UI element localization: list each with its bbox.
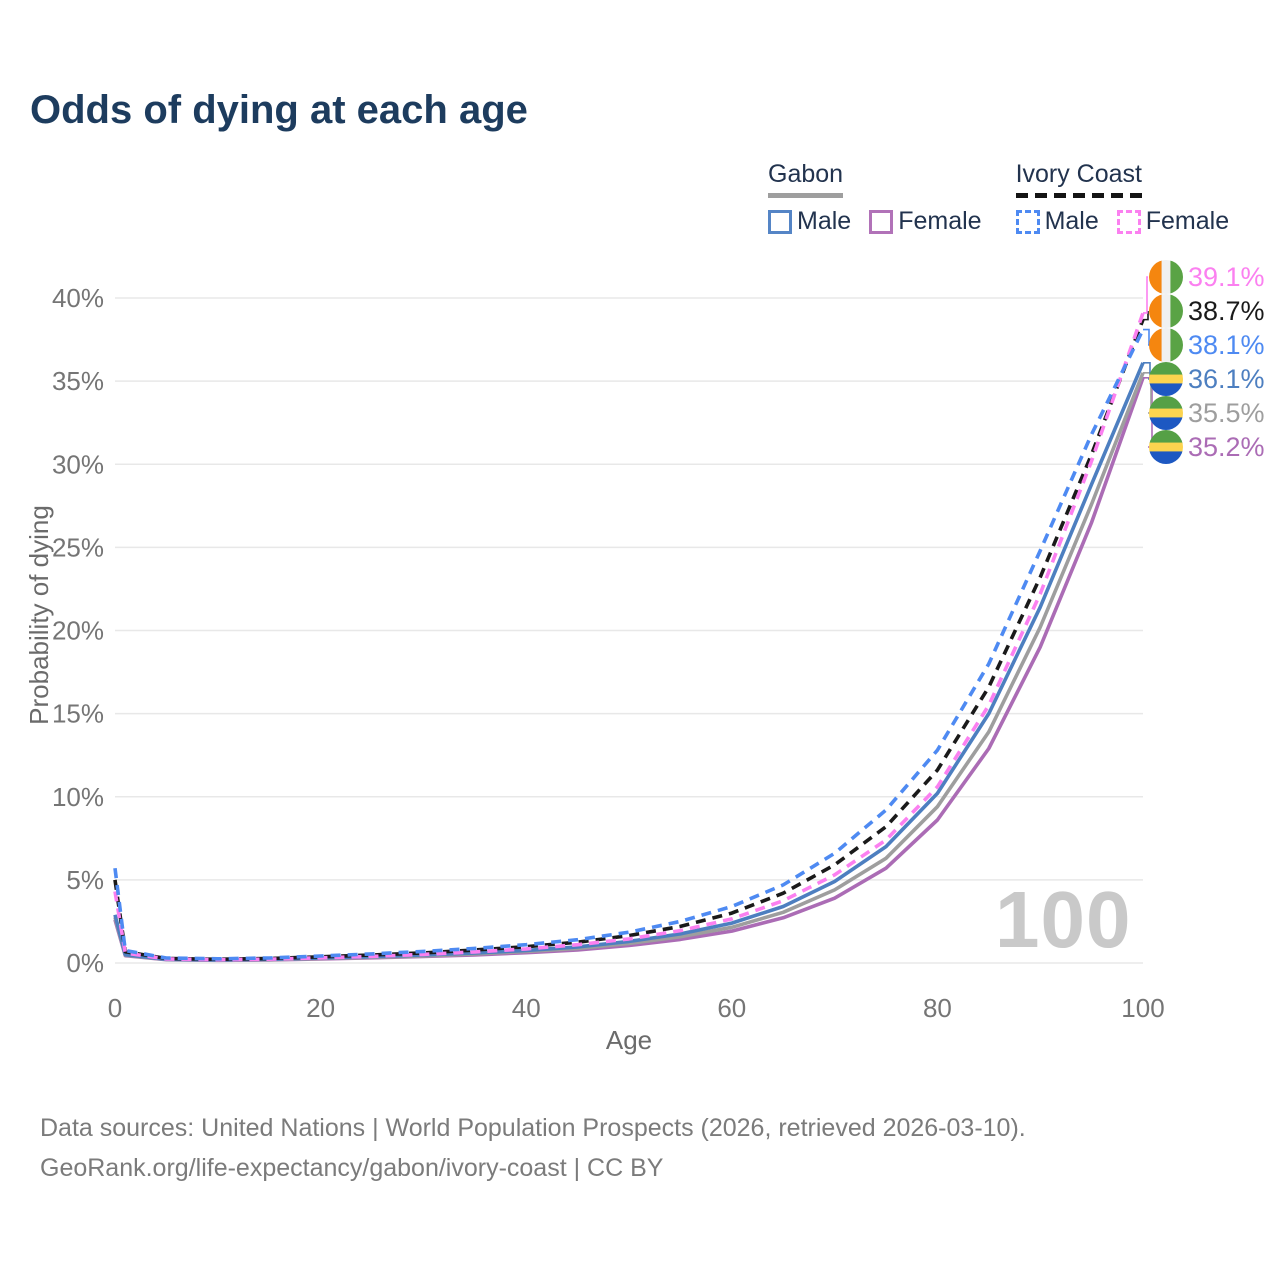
legend-swatch-ivory-coast-female	[1116, 209, 1141, 234]
y-tick-15pct: 15%	[52, 699, 104, 729]
series-line-ivory-coast-female[interactable]	[113, 312, 1145, 962]
legend: Gabon Male Female Ivory Coast Male Female	[768, 160, 1229, 236]
flag-stripe	[1149, 442, 1183, 453]
series-line-ivory-coast-both[interactable]	[113, 318, 1145, 962]
end-value-label-gabon-female: 35.2%	[1188, 432, 1265, 462]
legend-swatch-gabon-male	[768, 209, 792, 234]
end-label-connector-2	[1143, 328, 1150, 346]
flag-stripe	[1149, 396, 1183, 410]
flag-stripe	[1170, 260, 1183, 294]
flag-stripe	[1161, 328, 1172, 362]
legend-swatch-ivory-coast-male	[1015, 209, 1040, 234]
legend-linestyle-sample-ivory-coast	[1015, 193, 1142, 198]
flag-icon-ivory-coast	[1149, 328, 1183, 362]
y-tick-35pct: 35%	[52, 366, 104, 396]
legend-linestyle-sample-gabon	[768, 193, 844, 198]
end-label-connector-3	[1143, 362, 1151, 380]
flag-stripe	[1149, 417, 1183, 430]
hovered-age-watermark: 100	[995, 875, 1132, 964]
flag-icon-ivory-coast	[1149, 294, 1183, 328]
end-value-label-ivory-coast-male: 38.1%	[1188, 330, 1265, 360]
y-tick-25pct: 25%	[52, 532, 104, 562]
series-line-gabon-female[interactable]	[113, 377, 1145, 963]
end-value-label-ivory-coast-female: 39.1%	[1188, 262, 1265, 292]
y-tick-5pct: 5%	[66, 865, 104, 895]
flag-stripe	[1149, 362, 1183, 376]
y-tick-10pct: 10%	[52, 782, 104, 812]
legend-item-gabon-male[interactable]: Male	[768, 207, 851, 236]
flag-stripe	[1161, 260, 1172, 294]
footer: Data sources: United Nations | World Pop…	[40, 1108, 1026, 1188]
flag-stripe	[1149, 451, 1183, 464]
legend-country-ivory-coast: Ivory Coast	[1015, 160, 1142, 198]
x-tick-100: 100	[1121, 993, 1164, 1023]
flag-icon-gabon	[1149, 362, 1183, 396]
legend-label: Female	[898, 207, 982, 235]
x-tick-60: 60	[717, 993, 746, 1023]
legend-label: Male	[797, 207, 852, 235]
end-value-label-gabon-male: 36.1%	[1188, 364, 1265, 394]
legend-group-gabon: Gabon Male Female	[768, 160, 982, 236]
x-tick-0: 0	[108, 993, 122, 1023]
flag-stripe	[1149, 374, 1183, 385]
legend-item-ivory-coast-female[interactable]: Female	[1116, 207, 1230, 236]
flag-stripe	[1149, 383, 1183, 396]
flag-stripe	[1149, 294, 1163, 328]
y-tick-20pct: 20%	[52, 616, 104, 646]
x-tick-40: 40	[512, 993, 541, 1023]
flag-stripe	[1149, 430, 1183, 444]
x-axis-label: Age	[606, 1025, 652, 1055]
end-label-connector-0	[1143, 276, 1148, 314]
legend-label: Female	[1145, 207, 1230, 235]
legend-swatch-gabon-female	[869, 209, 894, 234]
flag-stripe	[1170, 294, 1183, 328]
flag-stripe	[1170, 328, 1183, 362]
flag-icon-ivory-coast	[1149, 260, 1183, 294]
flag-icon-gabon	[1149, 396, 1183, 430]
x-tick-20: 20	[306, 993, 335, 1023]
x-tick-80: 80	[923, 993, 952, 1023]
page-title: Odds of dying at each age	[30, 88, 528, 132]
flag-stripe	[1149, 260, 1163, 294]
y-tick-0pct: 0%	[66, 948, 104, 978]
flag-stripe	[1161, 294, 1172, 328]
end-value-label-gabon-both: 35.5%	[1188, 398, 1265, 428]
y-tick-40pct: 40%	[52, 283, 104, 313]
end-label-connector-1	[1143, 311, 1149, 321]
footer-attribution: GeoRank.org/life-expectancy/gabon/ivory-…	[40, 1154, 664, 1182]
flag-stripe	[1149, 328, 1163, 362]
footer-data-sources: Data sources: United Nations | World Pop…	[40, 1114, 1026, 1142]
end-value-label-ivory-coast-both: 38.7%	[1188, 296, 1265, 326]
legend-items-gabon: Male Female	[768, 207, 982, 236]
series-line-ivory-coast-male[interactable]	[113, 328, 1145, 961]
legend-country-gabon: Gabon	[768, 160, 844, 198]
legend-group-ivory-coast: Ivory Coast Male Female	[1015, 160, 1230, 236]
flag-stripe	[1149, 408, 1183, 419]
legend-items-ivory-coast: Male Female	[1015, 207, 1230, 236]
legend-item-ivory-coast-male[interactable]: Male	[1015, 207, 1099, 236]
legend-label: Male	[1044, 207, 1099, 235]
y-axis-label: Probability of dying	[24, 505, 54, 725]
flag-icon-gabon	[1149, 430, 1183, 464]
y-tick-30pct: 30%	[52, 449, 104, 479]
legend-item-gabon-female[interactable]: Female	[869, 207, 982, 236]
